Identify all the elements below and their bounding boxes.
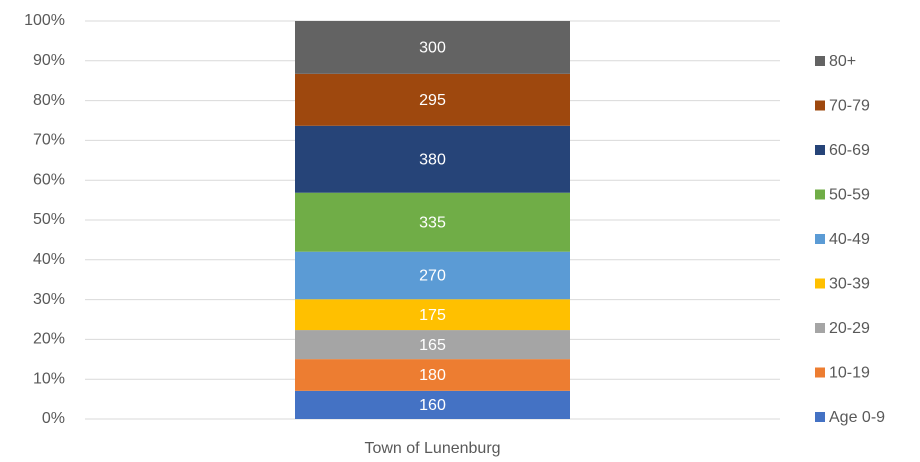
legend-label: 40-49 [829, 231, 870, 248]
bar-segment [295, 390, 570, 419]
data-label: 180 [419, 367, 446, 384]
data-label: 380 [419, 151, 446, 168]
y-tick-label: 90% [33, 52, 65, 69]
legend-swatch [815, 145, 825, 155]
legend-swatch [815, 100, 825, 111]
bar-segment [295, 125, 570, 193]
bar-segment [295, 21, 570, 74]
legend-swatch [815, 323, 825, 333]
data-label: 335 [419, 214, 446, 231]
legend-label: Age 0-9 [829, 409, 885, 426]
bar-segment [295, 359, 570, 391]
bar-segment [295, 192, 570, 252]
legend-swatch [815, 278, 825, 289]
data-label: 295 [419, 92, 446, 109]
data-label: 175 [419, 307, 446, 324]
legend-label: 10-19 [829, 365, 870, 382]
data-label: 160 [419, 397, 446, 414]
y-tick-label: 10% [33, 370, 65, 387]
legend-label: 70-79 [829, 98, 870, 115]
bar-segment [295, 251, 570, 300]
x-tick-label: Town of Lunenburg [364, 440, 500, 457]
y-tick-label: 80% [33, 92, 65, 109]
legend-swatch [815, 234, 825, 244]
bar-segment [295, 73, 570, 126]
data-label: 270 [419, 268, 446, 285]
bar-segment [295, 299, 570, 331]
legend-swatch [815, 189, 825, 200]
legend-label: 50-59 [829, 187, 870, 204]
legend-swatch [815, 412, 825, 422]
legend-label: 30-39 [829, 276, 870, 293]
y-tick-label: 0% [42, 410, 65, 427]
legend-swatch [815, 56, 825, 66]
legend-label: 60-69 [829, 142, 870, 159]
y-tick-label: 30% [33, 291, 65, 308]
y-tick-label: 40% [33, 251, 65, 268]
y-tick-label: 100% [24, 12, 65, 29]
legend-label: 20-29 [829, 320, 870, 337]
data-label: 165 [419, 337, 446, 354]
legend-label: 80+ [829, 53, 856, 70]
data-label: 300 [419, 40, 446, 57]
y-tick-label: 20% [33, 331, 65, 348]
bar-segment [295, 330, 570, 360]
y-tick-label: 60% [33, 171, 65, 188]
legend-swatch [815, 367, 825, 378]
y-tick-label: 50% [33, 211, 65, 228]
y-tick-label: 70% [33, 132, 65, 149]
